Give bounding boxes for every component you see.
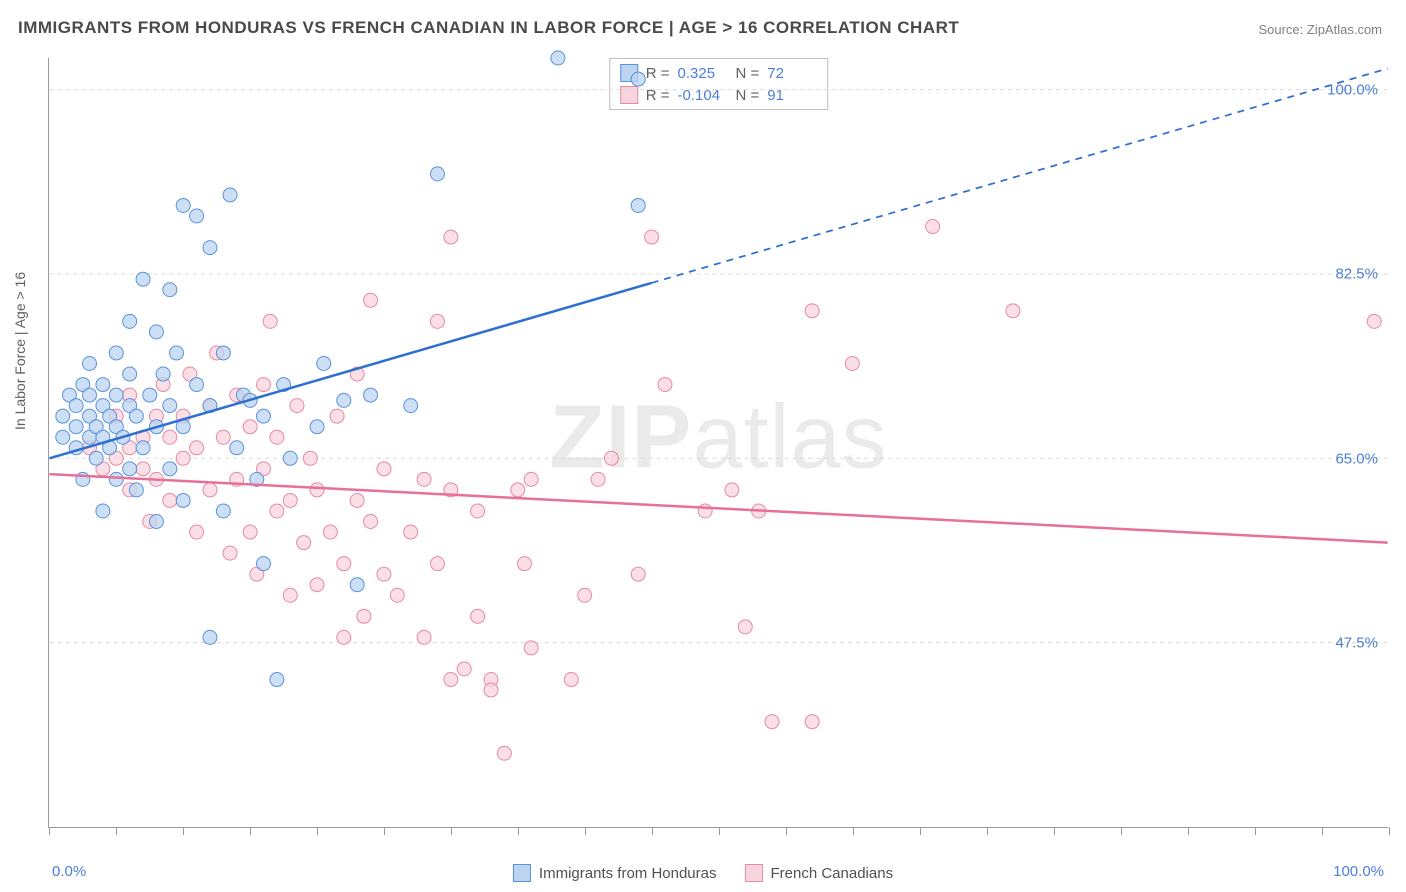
x-tick: [585, 827, 586, 835]
x-tick: [786, 827, 787, 835]
x-tick: [987, 827, 988, 835]
y-tick-label: 100.0%: [1327, 81, 1378, 98]
x-tick: [1389, 827, 1390, 835]
x-tick: [183, 827, 184, 835]
y-tick-label: 82.5%: [1335, 266, 1378, 283]
x-tick: [250, 827, 251, 835]
x-tick: [920, 827, 921, 835]
x-tick: [853, 827, 854, 835]
legend-label-blue: Immigrants from Honduras: [539, 865, 717, 882]
y-tick-label: 65.0%: [1335, 450, 1378, 467]
legend-item-pink: French Canadians: [744, 864, 893, 882]
x-tick: [1322, 827, 1323, 835]
series-legend: Immigrants from Honduras French Canadian…: [513, 864, 893, 882]
y-axis-label: In Labor Force | Age > 16: [12, 272, 28, 430]
x-tick: [719, 827, 720, 835]
source-attribution: Source: ZipAtlas.com: [1258, 22, 1382, 37]
y-tick-label: 47.5%: [1335, 635, 1378, 652]
chart-title: IMMIGRANTS FROM HONDURAS VS FRENCH CANAD…: [18, 18, 959, 38]
x-tick: [451, 827, 452, 835]
legend-item-blue: Immigrants from Honduras: [513, 864, 717, 882]
chart-container: IMMIGRANTS FROM HONDURAS VS FRENCH CANAD…: [0, 0, 1406, 892]
legend-swatch-pink: [744, 864, 762, 882]
plot-area: ZIPatlas R = 0.325 N = 72 R = -0.104 N =…: [48, 58, 1388, 828]
x-axis-min-label: 0.0%: [52, 863, 86, 880]
legend-swatch-blue: [513, 864, 531, 882]
x-tick: [116, 827, 117, 835]
plot-svg: [49, 58, 1388, 827]
x-tick: [518, 827, 519, 835]
x-tick: [317, 827, 318, 835]
x-axis-max-label: 100.0%: [1333, 863, 1384, 880]
x-tick: [1255, 827, 1256, 835]
x-tick: [1054, 827, 1055, 835]
x-tick: [1188, 827, 1189, 835]
x-tick: [49, 827, 50, 835]
x-tick: [652, 827, 653, 835]
legend-label-pink: French Canadians: [770, 865, 893, 882]
x-tick: [1121, 827, 1122, 835]
x-tick: [384, 827, 385, 835]
